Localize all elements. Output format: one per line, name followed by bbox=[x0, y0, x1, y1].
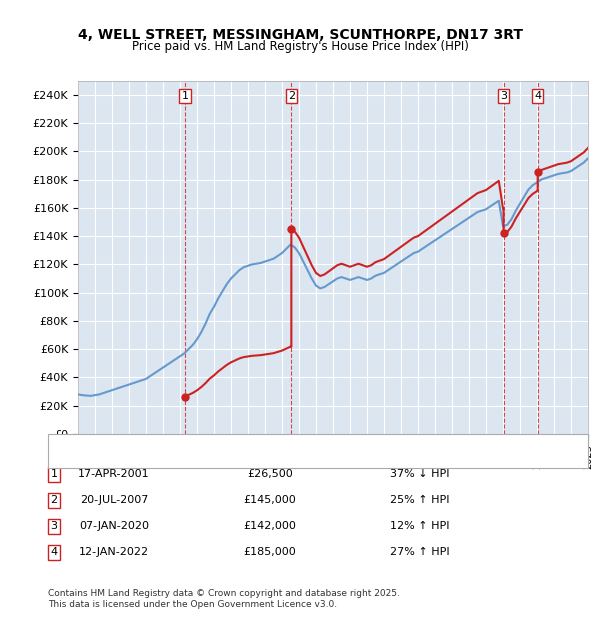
Text: Price paid vs. HM Land Registry's House Price Index (HPI): Price paid vs. HM Land Registry's House … bbox=[131, 40, 469, 53]
Text: Contains HM Land Registry data © Crown copyright and database right 2025.
This d: Contains HM Land Registry data © Crown c… bbox=[48, 590, 400, 609]
Text: £142,000: £142,000 bbox=[244, 521, 296, 531]
Text: 12% ↑ HPI: 12% ↑ HPI bbox=[390, 521, 450, 531]
Text: 37% ↓ HPI: 37% ↓ HPI bbox=[390, 469, 450, 479]
Text: 12-JAN-2022: 12-JAN-2022 bbox=[79, 547, 149, 557]
Text: 1: 1 bbox=[181, 91, 188, 101]
Text: 20-JUL-2007: 20-JUL-2007 bbox=[80, 495, 148, 505]
Text: 2: 2 bbox=[288, 91, 295, 101]
Text: 1: 1 bbox=[50, 469, 58, 479]
Text: £145,000: £145,000 bbox=[244, 495, 296, 505]
Text: 3: 3 bbox=[500, 91, 507, 101]
Text: 4, WELL STREET, MESSINGHAM, SCUNTHORPE, DN17 3RT (semi-detached house): 4, WELL STREET, MESSINGHAM, SCUNTHORPE, … bbox=[81, 438, 478, 448]
Text: HPI: Average price, semi-detached house, North Lincolnshire: HPI: Average price, semi-detached house,… bbox=[81, 454, 378, 464]
Text: £185,000: £185,000 bbox=[244, 547, 296, 557]
Text: 2: 2 bbox=[50, 495, 58, 505]
Text: 4: 4 bbox=[534, 91, 541, 101]
Text: 25% ↑ HPI: 25% ↑ HPI bbox=[390, 495, 450, 505]
Text: 07-JAN-2020: 07-JAN-2020 bbox=[79, 521, 149, 531]
Text: 27% ↑ HPI: 27% ↑ HPI bbox=[390, 547, 450, 557]
Text: £26,500: £26,500 bbox=[247, 469, 293, 479]
Text: 4, WELL STREET, MESSINGHAM, SCUNTHORPE, DN17 3RT: 4, WELL STREET, MESSINGHAM, SCUNTHORPE, … bbox=[77, 28, 523, 42]
Text: 17-APR-2001: 17-APR-2001 bbox=[78, 469, 150, 479]
Text: 4: 4 bbox=[50, 547, 58, 557]
Text: 3: 3 bbox=[50, 521, 58, 531]
